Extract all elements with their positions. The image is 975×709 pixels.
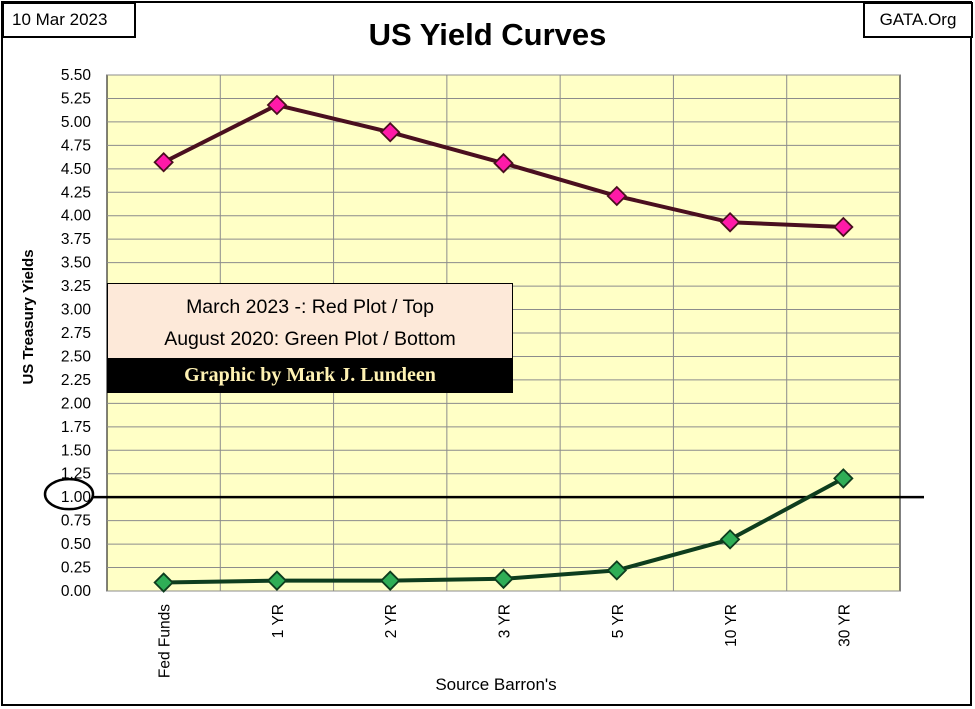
data-point-red — [153, 151, 174, 173]
y-tick-label: 2.25 — [61, 372, 91, 389]
x-tick-label: 30 YR — [836, 604, 853, 647]
data-point-red — [379, 121, 401, 143]
y-tick-label: 0.75 — [61, 513, 91, 530]
y-tick-label: 1.50 — [61, 442, 92, 459]
legend-box: March 2023 -: Red Plot / Top August 2020… — [107, 283, 513, 359]
y-tick-label: 5.50 — [61, 67, 92, 84]
data-point-green — [606, 560, 628, 581]
y-tick-label: 3.00 — [61, 302, 92, 319]
y-tick-label: 2.75 — [61, 325, 91, 342]
chart-title: US Yield Curves — [368, 17, 607, 52]
y-tick-label: 4.25 — [61, 184, 91, 201]
x-tick-label: 10 YR — [723, 604, 740, 647]
x-tick-label: 2 YR — [383, 604, 400, 638]
x-tick-label: 1 YR — [270, 604, 287, 638]
x-tick-label: 5 YR — [610, 604, 627, 638]
data-point-green — [493, 568, 514, 590]
site-label: GATA.Org — [863, 2, 973, 38]
y-tick-label: 0.00 — [61, 583, 92, 600]
legend-line-green: August 2020: Green Plot / Bottom — [164, 328, 456, 350]
data-point-red — [719, 212, 741, 233]
y-tick-label: 5.00 — [61, 114, 92, 131]
data-point-red — [493, 152, 514, 174]
credit-banner: Graphic by Mark J. Lundeen — [107, 358, 513, 393]
y-tick-label: 1.75 — [61, 419, 91, 436]
y-tick-label: 4.00 — [61, 208, 92, 225]
x-tick-label: Fed Funds — [157, 604, 174, 678]
data-point-green — [266, 570, 288, 591]
x-axis-label: Source Barron's — [435, 675, 556, 694]
y-axis-ticks: 0.000.250.500.751.001.251.501.752.002.25… — [61, 67, 92, 600]
data-point-red — [266, 94, 288, 116]
data-point-green — [833, 468, 854, 489]
y-tick-label: 5.25 — [61, 90, 91, 107]
y-tick-label: 2.00 — [61, 395, 92, 412]
legend-line-red: March 2023 -: Red Plot / Top — [186, 296, 434, 318]
y-tick-label: 2.50 — [61, 348, 92, 365]
data-point-green — [379, 570, 401, 591]
series-group — [153, 94, 854, 593]
data-point-green — [719, 529, 741, 550]
x-tick-label: 3 YR — [497, 604, 514, 638]
y-tick-label: 0.50 — [61, 536, 92, 553]
reference-line-group — [43, 477, 924, 511]
y-tick-label: 1.00 — [61, 489, 92, 506]
y-tick-label: 3.25 — [61, 278, 91, 295]
date-label: 10 Mar 2023 — [2, 2, 136, 38]
y-tick-label: 4.75 — [61, 137, 91, 154]
data-point-green — [153, 572, 174, 593]
y-tick-label: 3.50 — [61, 255, 92, 272]
data-point-red — [833, 216, 854, 238]
y-axis-label: US Treasury Yields — [20, 249, 37, 384]
y-tick-label: 4.50 — [61, 161, 92, 178]
x-axis-ticks: Fed Funds 1 YR 2 YR 3 YR 5 YR 10 YR 30 YR — [157, 604, 854, 678]
reference-circle — [43, 477, 95, 511]
y-tick-label: 0.25 — [61, 560, 91, 577]
y-tick-label: 3.75 — [61, 231, 91, 248]
data-point-red — [606, 185, 628, 207]
